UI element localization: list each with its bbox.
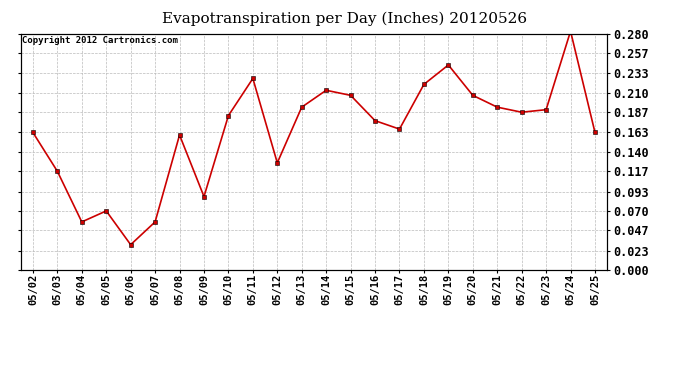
- Text: Evapotranspiration per Day (Inches) 20120526: Evapotranspiration per Day (Inches) 2012…: [162, 11, 528, 26]
- Text: Copyright 2012 Cartronics.com: Copyright 2012 Cartronics.com: [23, 36, 178, 45]
